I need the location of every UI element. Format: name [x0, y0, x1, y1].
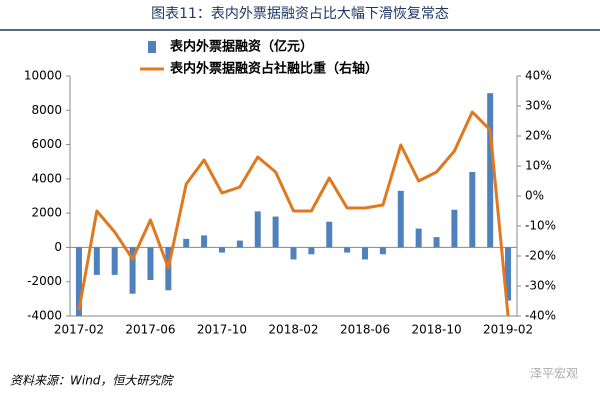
y-tick-label: 8000: [31, 103, 62, 117]
bar: [344, 247, 351, 253]
x-tick-label: 2019-02: [483, 323, 533, 337]
bar: [379, 247, 386, 255]
bar: [236, 240, 243, 248]
x-tick-label: 2017-06: [125, 323, 175, 337]
bar: [218, 247, 225, 253]
y2-tick-label: 0%: [525, 189, 544, 203]
y2-tick-label: -10%: [525, 219, 556, 233]
y2-tick-label: 40%: [525, 69, 552, 83]
chart-title: 图表11：表内外票据融资占比大幅下滑恢复常态: [151, 5, 449, 22]
y2-tick-label: -30%: [525, 279, 556, 293]
bar: [469, 172, 476, 248]
bar: [75, 247, 82, 316]
bar: [183, 238, 190, 248]
bar: [254, 211, 261, 248]
x-tick-label: 2017-02: [54, 323, 104, 337]
y-tick-label: -4000: [27, 309, 62, 323]
y-tick-label: 2000: [31, 206, 62, 220]
bar: [290, 247, 297, 260]
y2-tick-label: 20%: [525, 129, 552, 143]
bar: [487, 93, 494, 248]
y2-tick-label: 30%: [525, 99, 552, 113]
source: 资料来源：Wind，恒大研究院: [10, 374, 174, 388]
y-tick-label: 10000: [24, 69, 62, 83]
watermark: 泽平宏观: [530, 366, 578, 381]
line: [77, 110, 510, 317]
y-tick-label: 6000: [31, 137, 62, 151]
legend-swatch: [148, 41, 156, 53]
bar: [451, 209, 458, 248]
y2-tick-label: -20%: [525, 249, 556, 263]
y-tick-label: -2000: [27, 274, 62, 288]
x-tick-label: 2018-02: [268, 323, 318, 337]
legend-label: 表内外票据融资（亿元）: [169, 39, 313, 55]
y-tick-label: 4000: [31, 171, 62, 185]
bar: [433, 237, 440, 248]
y-tick-label: 0: [54, 240, 62, 254]
bar: [362, 247, 369, 260]
bar: [111, 247, 118, 275]
bar: [415, 228, 422, 248]
bar: [326, 221, 333, 248]
y2-tick-label: -40%: [525, 309, 556, 323]
x-tick-label: 2018-06: [340, 323, 390, 337]
bar: [129, 247, 136, 294]
bar: [147, 247, 154, 280]
legend-label: 表内外票据融资占社融比重（右轴）: [169, 61, 378, 77]
bar: [93, 247, 100, 275]
bar: [397, 190, 404, 248]
bar: [201, 235, 208, 248]
x-tick-label: 2017-10: [197, 323, 247, 337]
x-tick-label: 2018-10: [411, 323, 461, 337]
bar: [505, 247, 512, 301]
bar: [308, 247, 315, 255]
bar: [272, 216, 279, 248]
y2-tick-label: 10%: [525, 159, 552, 173]
